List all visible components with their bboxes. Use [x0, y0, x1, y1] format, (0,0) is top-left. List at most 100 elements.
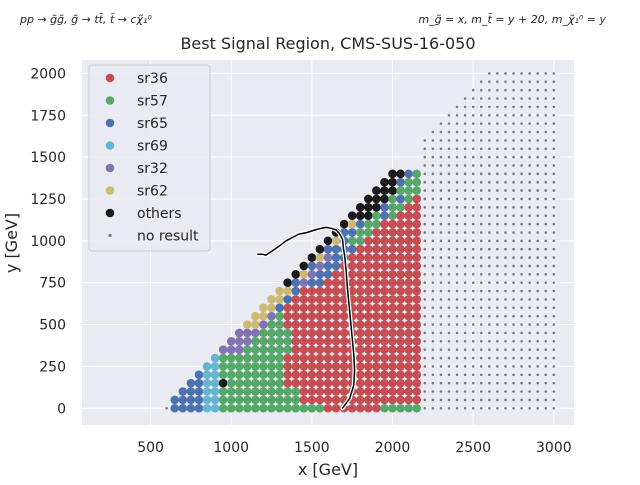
point-sr65 [275, 303, 284, 313]
point-sr36 [323, 278, 333, 287]
point-sr57 [396, 203, 405, 212]
point-sr36 [396, 370, 405, 380]
point-sr57 [259, 378, 268, 388]
no-result-point [488, 139, 491, 142]
no-result-point [471, 97, 475, 100]
no-result-point [512, 222, 515, 226]
no-result-point [552, 197, 556, 201]
point-sr32 [323, 253, 333, 262]
point-sr62 [251, 320, 260, 329]
no-result-point [552, 97, 556, 100]
no-result-point [496, 314, 499, 318]
no-result-point [552, 306, 556, 310]
point-sr36 [380, 270, 389, 279]
no-result-point [423, 172, 427, 176]
x-tick-label: 2500 [455, 440, 491, 456]
point-sr36 [307, 362, 317, 371]
no-result-point [463, 314, 467, 318]
point-sr36 [412, 320, 422, 329]
point-sr32 [234, 345, 244, 354]
no-result-point [528, 97, 531, 100]
point-sr65 [323, 261, 333, 271]
no-result-point [479, 122, 483, 125]
no-result-point [488, 306, 491, 310]
no-result-point [512, 281, 515, 284]
point-sr36 [315, 303, 325, 313]
point-sr57 [251, 336, 260, 346]
no-result-point [504, 247, 507, 251]
point-sr36 [355, 378, 365, 388]
y-tick-label: 1500 [30, 150, 66, 166]
no-result-point [528, 381, 531, 385]
no-result-point [463, 113, 467, 117]
no-result-point [512, 247, 515, 251]
no-result-point [479, 323, 483, 326]
no-result-point [439, 306, 443, 310]
no-result-point [471, 356, 475, 360]
no-result-point [544, 381, 548, 385]
no-result-point [471, 298, 475, 301]
no-result-point [479, 239, 483, 243]
no-result-point [520, 314, 523, 318]
point-sr65 [178, 403, 188, 413]
point-sr57 [234, 353, 244, 363]
no-result-point [423, 298, 427, 301]
point-sr36 [315, 295, 325, 304]
no-result-point [479, 289, 483, 293]
point-sr36 [388, 286, 397, 296]
point-sr36 [347, 253, 357, 262]
point-sr62 [267, 303, 276, 313]
no-result-point [496, 80, 499, 84]
y-tick-label: 750 [39, 276, 66, 292]
point-sr36 [307, 345, 317, 354]
no-result-point [536, 122, 540, 125]
point-sr62 [267, 295, 276, 304]
point-sr36 [388, 261, 397, 271]
no-result-point [455, 348, 459, 351]
point-sr36 [372, 403, 381, 413]
no-result-point [471, 139, 475, 142]
no-result-point [447, 264, 451, 268]
no-result-point [504, 339, 507, 343]
point-sr62 [243, 320, 252, 329]
point-sr57 [275, 345, 284, 354]
no-result-point [528, 406, 531, 410]
no-result-point [455, 189, 459, 192]
no-result-point [431, 406, 435, 410]
point-sr36 [412, 211, 422, 221]
no-result-point [463, 348, 467, 351]
point-sr32 [307, 270, 317, 279]
point-sr36 [339, 353, 349, 363]
no-result-point [463, 214, 467, 218]
point-sr36 [355, 286, 365, 296]
no-result-point [463, 339, 467, 343]
point-sr65 [194, 370, 204, 380]
no-result-point [520, 122, 523, 125]
point-sr57 [412, 169, 422, 179]
point-sr36 [412, 286, 422, 296]
point-sr36 [380, 253, 389, 262]
no-result-point [536, 80, 540, 84]
no-result-point [423, 398, 427, 402]
point-sr36 [396, 278, 405, 287]
no-result-point [504, 398, 507, 402]
point-sr36 [355, 320, 365, 329]
no-result-point [496, 289, 499, 293]
point-sr36 [307, 303, 317, 313]
no-result-point [504, 264, 507, 268]
point-sr36 [404, 261, 413, 271]
no-result-point [512, 139, 515, 142]
no-result-point [512, 348, 515, 351]
no-result-point [447, 356, 451, 360]
point-sr36 [315, 395, 325, 405]
no-result-point [423, 273, 427, 276]
point-sr57 [259, 345, 268, 354]
point-sr36 [380, 286, 389, 296]
no-result-point [544, 72, 548, 75]
point-sr65 [194, 395, 204, 405]
no-result-point [439, 256, 443, 259]
point-sr57 [275, 403, 284, 413]
point-sr36 [355, 328, 365, 338]
point-sr36 [404, 345, 413, 354]
